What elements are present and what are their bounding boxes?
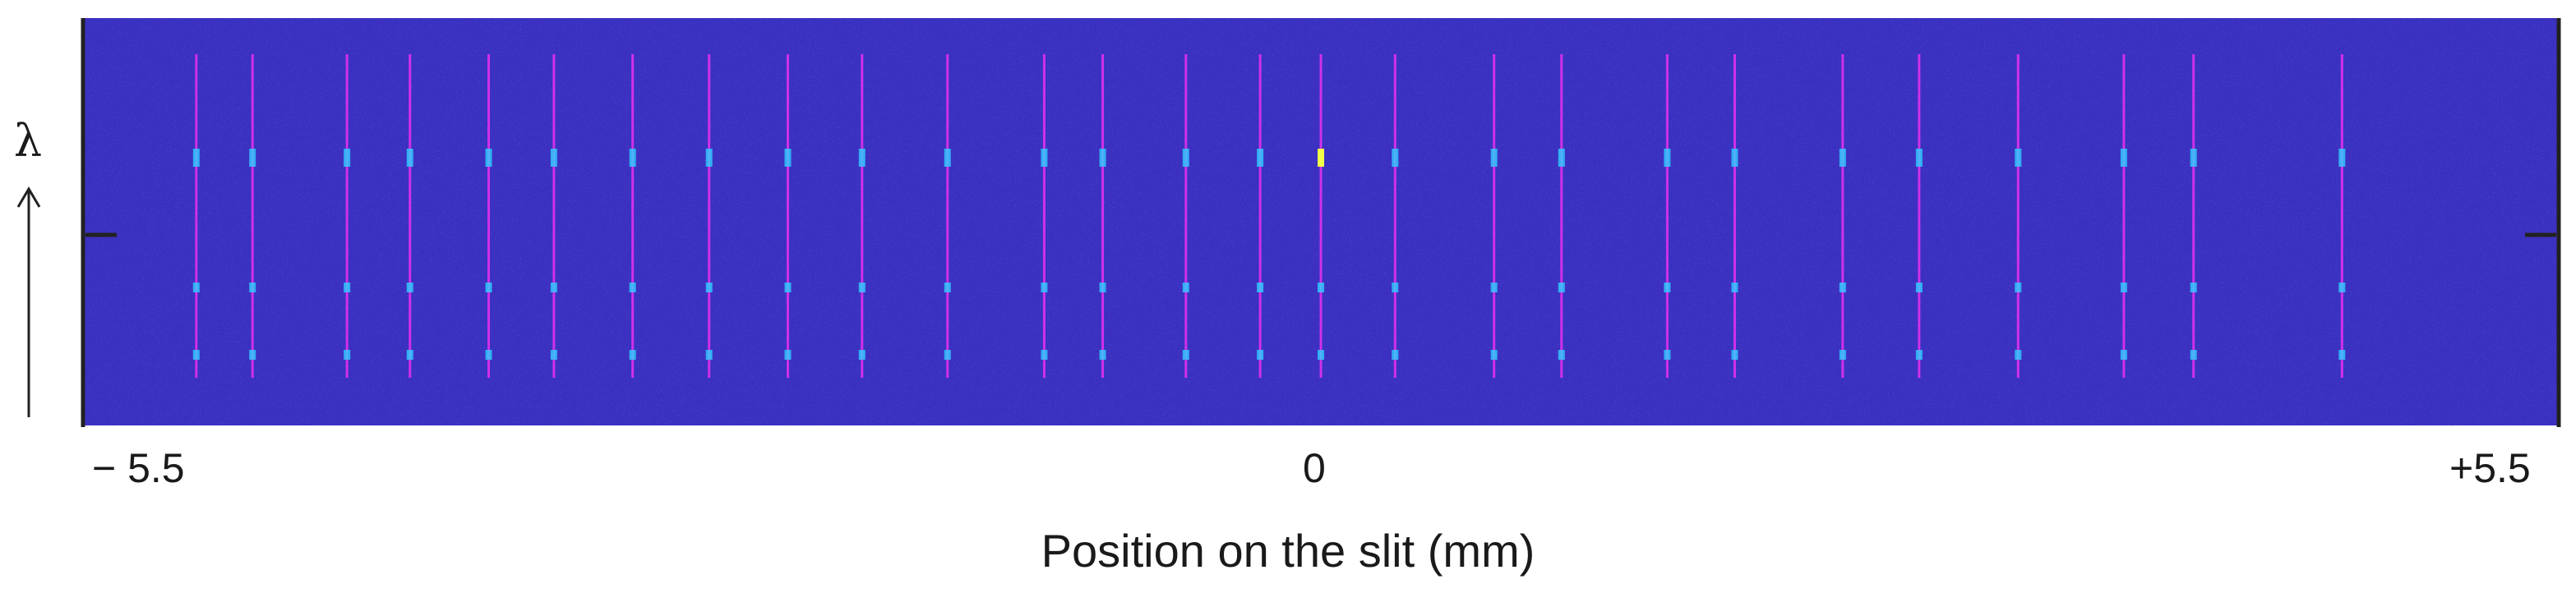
emission-spot-middle [550, 283, 557, 292]
emission-spot-middle [192, 283, 200, 292]
emission-spot-lower [1915, 350, 1923, 360]
emission-spot-lower [705, 350, 713, 360]
emission-spot-lower [1839, 350, 1846, 360]
x-axis-label: Position on the slit (mm) [1041, 525, 1535, 577]
emission-spot-lower [1490, 350, 1498, 360]
emission-spot-middle [1490, 283, 1498, 292]
emission-spot-upper [1318, 149, 1324, 167]
emission-spot-upper [1664, 149, 1671, 167]
emission-spot-middle [858, 283, 866, 292]
x-tick-label-right: +5.5 [2449, 445, 2531, 491]
emission-spot-middle [1392, 283, 1399, 292]
emission-spot-middle [944, 283, 951, 292]
emission-spot-middle [705, 283, 713, 292]
emission-spot-upper [406, 149, 413, 167]
emission-spot-middle [2338, 283, 2346, 292]
emission-spot-upper [1731, 149, 1738, 167]
emission-spot-middle [2190, 283, 2197, 292]
emission-spot-lower [2015, 350, 2022, 360]
emission-spot-middle [784, 283, 792, 292]
emission-spot-lower [1558, 350, 1565, 360]
emission-spot-lower [1182, 350, 1189, 360]
emission-spot-upper [2338, 149, 2346, 167]
emission-spot-upper [1257, 149, 1264, 167]
emission-spot-middle [2015, 283, 2022, 292]
emission-spot-lower [2190, 350, 2197, 360]
emission-spot-upper [2190, 149, 2197, 167]
emission-spot-middle [1664, 283, 1671, 292]
emission-spot-middle [406, 283, 413, 292]
emission-spot-upper [550, 149, 557, 167]
emission-spot-upper [944, 149, 951, 167]
y-axis-label: λ [13, 115, 43, 167]
emission-spot-upper [344, 149, 351, 167]
fiber-traces [192, 54, 2346, 378]
emission-spot-lower [550, 350, 557, 360]
emission-spot-lower [249, 350, 256, 360]
emission-spot-lower [1318, 350, 1324, 360]
emission-spot-middle [629, 283, 636, 292]
emission-spot-middle [1257, 283, 1264, 292]
emission-spot-middle [1731, 283, 1738, 292]
emission-spot-upper [485, 149, 492, 167]
emission-spot-lower [1392, 350, 1399, 360]
emission-spot-upper [2015, 149, 2022, 167]
emission-spot-upper [2120, 149, 2127, 167]
emission-spot-lower [406, 350, 413, 360]
emission-spot-upper [1099, 149, 1106, 167]
emission-spot-lower [1099, 350, 1106, 360]
emission-spot-lower [2338, 350, 2346, 360]
emission-spot-middle [1099, 283, 1106, 292]
x-tick-label-left: − 5.5 [92, 445, 185, 491]
emission-spot-middle [485, 283, 492, 292]
emission-spot-upper [629, 149, 636, 167]
emission-spot-middle [1915, 283, 1923, 292]
emission-spot-upper [249, 149, 256, 167]
emission-spot-upper [192, 149, 200, 167]
emission-spot-upper [1182, 149, 1189, 167]
emission-spot-lower [629, 350, 636, 360]
emission-spot-upper [705, 149, 713, 167]
emission-spot-lower [1041, 350, 1048, 360]
emission-spot-middle [344, 283, 351, 292]
emission-spot-middle [1182, 283, 1189, 292]
y-axis-arrow-head [16, 186, 41, 208]
emission-spot-middle [1318, 283, 1324, 292]
emission-spot-upper [1915, 149, 1923, 167]
emission-spot-middle [1558, 283, 1565, 292]
emission-spot-middle [1041, 283, 1048, 292]
emission-spot-lower [192, 350, 200, 360]
emission-spot-lower [485, 350, 492, 360]
emission-spot-lower [858, 350, 866, 360]
emission-spot-middle [2120, 283, 2127, 292]
emission-spot-lower [1664, 350, 1671, 360]
emission-spot-upper [784, 149, 792, 167]
emission-spot-upper [1041, 149, 1048, 167]
emission-spot-upper [1392, 149, 1399, 167]
emission-spot-lower [1257, 350, 1264, 360]
emission-spot-upper [1558, 149, 1565, 167]
emission-spot-lower [944, 350, 951, 360]
emission-spot-upper [1490, 149, 1498, 167]
emission-spot-middle [1839, 283, 1846, 292]
emission-spot-lower [344, 350, 351, 360]
emission-spot-lower [2120, 350, 2127, 360]
emission-spot-upper [858, 149, 866, 167]
emission-spot-upper [1839, 149, 1846, 167]
emission-spot-lower [1731, 350, 1738, 360]
x-tick-label-center: 0 [1303, 445, 1326, 491]
emission-spot-lower [784, 350, 792, 360]
emission-spot-middle [249, 283, 256, 292]
